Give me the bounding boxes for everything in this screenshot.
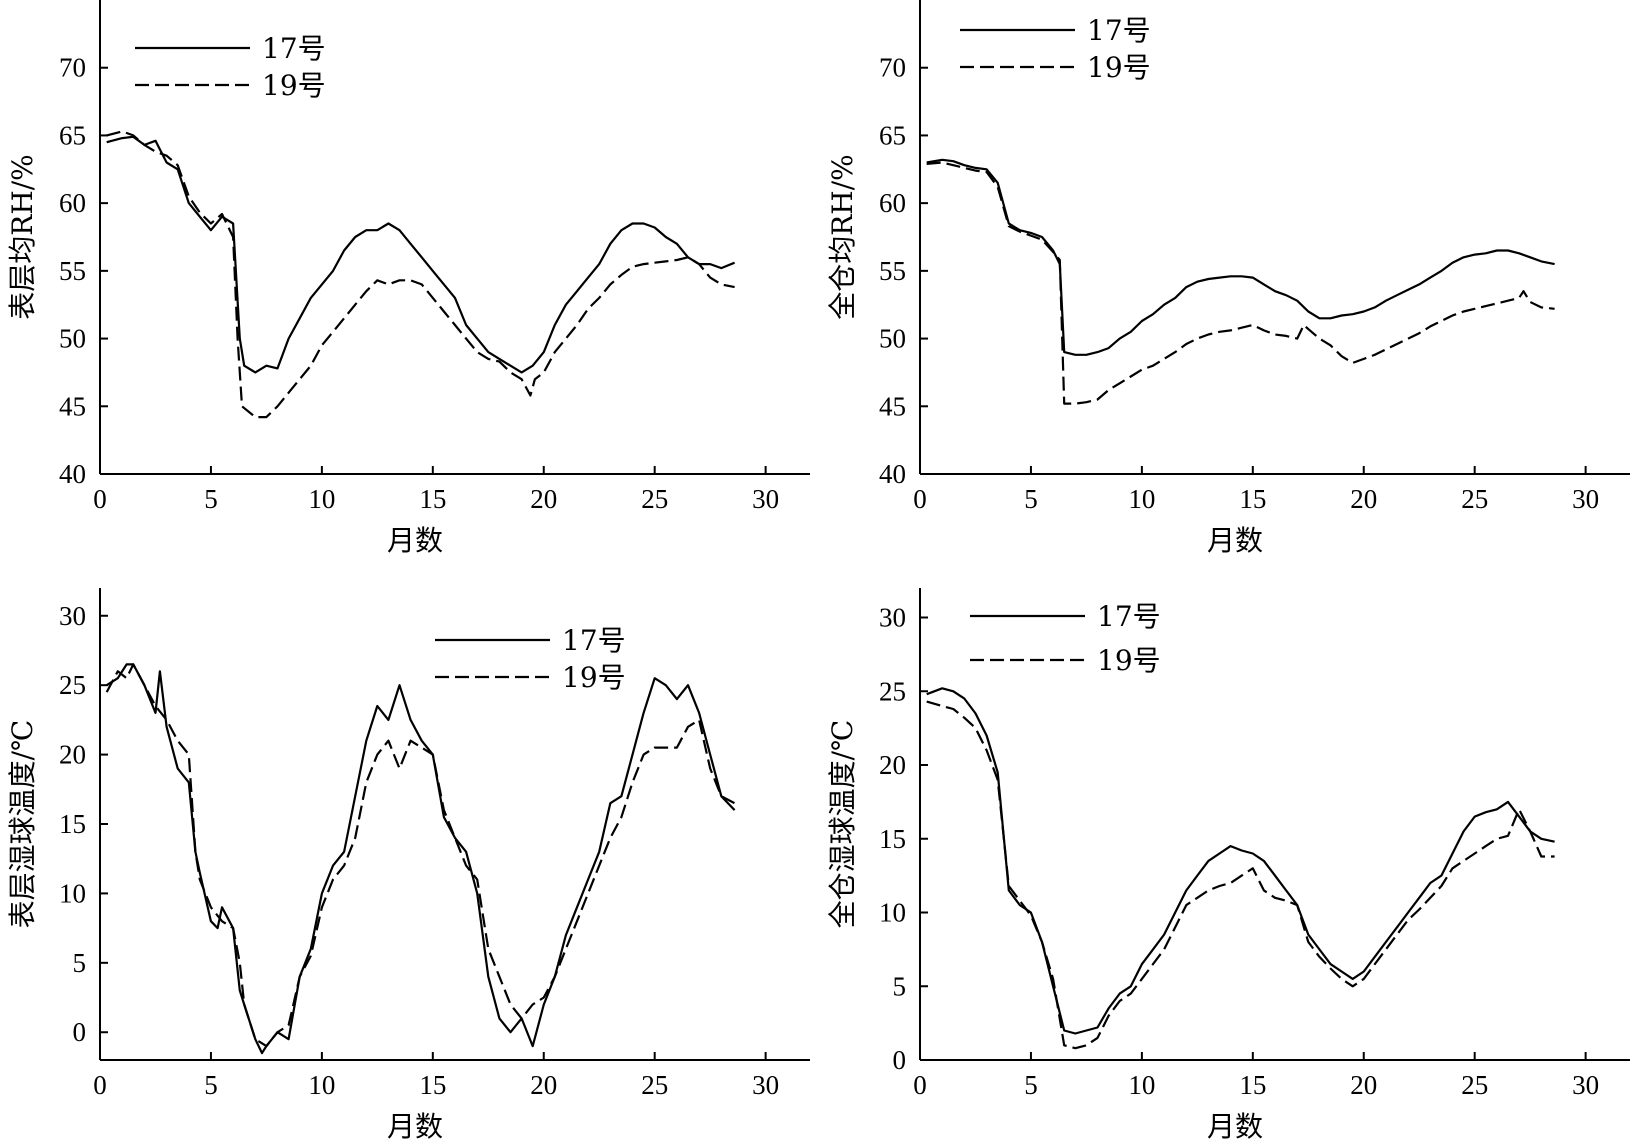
y-tick-label: 30	[879, 603, 906, 633]
x-tick-label: 25	[641, 1070, 668, 1100]
x-tick-label: 15	[419, 1070, 446, 1100]
x-tick-label: 10	[308, 484, 335, 514]
y-tick-label: 70	[59, 53, 86, 83]
x-tick-label: 15	[1239, 484, 1266, 514]
x-axis-label: 月数	[387, 524, 443, 557]
y-axis-label: 表层湿球温度/℃	[6, 720, 39, 929]
y-tick-label: 40	[59, 459, 86, 489]
y-tick-label: 60	[879, 188, 906, 218]
y-axis-label: 全仓湿球温度/℃	[826, 720, 859, 929]
y-tick-label: 55	[879, 256, 906, 286]
x-tick-label: 30	[1572, 484, 1599, 514]
y-tick-label: 20	[59, 740, 86, 770]
x-tick-label: 5	[204, 484, 218, 514]
y-tick-label: 25	[879, 676, 906, 706]
x-tick-label: 0	[93, 484, 107, 514]
chart-panel-4: 0 5 10 15 20 25 30 0 5 10 15 20 25 30 月数 全仓湿球温度/℃ 17号 19号	[826, 588, 1630, 1141]
x-tick-label: 10	[308, 1070, 335, 1100]
legend-label: 19号	[262, 69, 326, 102]
y-tick-label: 40	[879, 459, 906, 489]
y-tick-label: 15	[879, 824, 906, 854]
y-tick-label: 55	[59, 256, 86, 286]
series-line-19	[106, 130, 735, 419]
x-axis-label: 月数	[1207, 1110, 1263, 1141]
legend-label: 19号	[562, 661, 626, 694]
legend-label: 19号	[1087, 51, 1151, 84]
y-tick-label: 5	[73, 948, 87, 978]
chart-panel-2: 0 5 10 15 20 25 30 40 45 50 55 60 65 70 月数 全仓均RH/% 17号 19…	[826, 0, 1630, 557]
series-line-19	[105, 663, 736, 1048]
y-tick-label: 60	[59, 188, 86, 218]
x-tick-label: 30	[752, 1070, 779, 1100]
y-tick-label: 0	[893, 1045, 907, 1075]
x-tick-label: 10	[1128, 1070, 1155, 1100]
y-tick-label: 10	[59, 878, 86, 908]
x-tick-label: 15	[1239, 1070, 1266, 1100]
y-tick-label: 25	[59, 670, 86, 700]
y-tick-label: 50	[879, 324, 906, 354]
x-tick-label: 5	[1024, 1070, 1038, 1100]
series-line-19	[926, 700, 1555, 1050]
y-tick-label: 15	[59, 809, 86, 839]
series-line-17	[926, 687, 1555, 1035]
x-tick-label: 5	[1024, 484, 1038, 514]
y-tick-label: 0	[73, 1017, 87, 1047]
y-tick-label: 70	[879, 53, 906, 83]
x-tick-label: 0	[913, 1070, 927, 1100]
x-tick-label: 20	[1350, 1070, 1377, 1100]
x-tick-label: 10	[1128, 484, 1155, 514]
legend-label: 19号	[1097, 644, 1161, 677]
legend-label: 17号	[262, 32, 326, 65]
series-line-19	[926, 161, 1555, 405]
y-axis-label: 全仓均RH/%	[826, 154, 859, 320]
y-tick-label: 45	[59, 391, 86, 421]
x-tick-label: 0	[93, 1070, 107, 1100]
legend-label: 17号	[562, 624, 626, 657]
x-tick-label: 5	[204, 1070, 218, 1100]
chart-panel-3: 0 5 10 15 20 25 30 0 5 10 15 20 25 30 月数 表层湿球温度/℃ 17号 19号	[6, 588, 810, 1141]
y-tick-label: 10	[879, 898, 906, 928]
x-tick-label: 0	[913, 484, 927, 514]
x-tick-label: 30	[1572, 1070, 1599, 1100]
series-line-17	[106, 663, 736, 1055]
x-tick-label: 30	[752, 484, 779, 514]
x-tick-label: 20	[1350, 484, 1377, 514]
y-axis-label: 表层均RH/%	[6, 154, 39, 320]
y-tick-label: 50	[59, 324, 86, 354]
y-tick-label: 5	[893, 971, 907, 1001]
x-tick-label: 25	[1461, 484, 1488, 514]
y-tick-label: 45	[879, 391, 906, 421]
x-axis-label: 月数	[1207, 524, 1263, 557]
x-tick-label: 15	[419, 484, 446, 514]
x-tick-label: 25	[1461, 1070, 1488, 1100]
x-tick-label: 25	[641, 484, 668, 514]
legend-label: 17号	[1097, 600, 1161, 633]
chart-panel-1: 0 5 10 15 20 25 30 40 45 50 55 60 65 70 月数 表层均RH/% 17号 19…	[6, 0, 810, 557]
y-tick-label: 20	[879, 750, 906, 780]
x-axis-label: 月数	[387, 1110, 443, 1141]
x-tick-label: 20	[530, 1070, 557, 1100]
y-tick-label: 65	[879, 120, 906, 150]
y-tick-label: 30	[59, 601, 86, 631]
x-tick-label: 20	[530, 484, 557, 514]
legend-label: 17号	[1087, 14, 1151, 47]
series-line-17	[106, 135, 736, 374]
series-line-17	[926, 158, 1555, 356]
y-tick-label: 65	[59, 120, 86, 150]
